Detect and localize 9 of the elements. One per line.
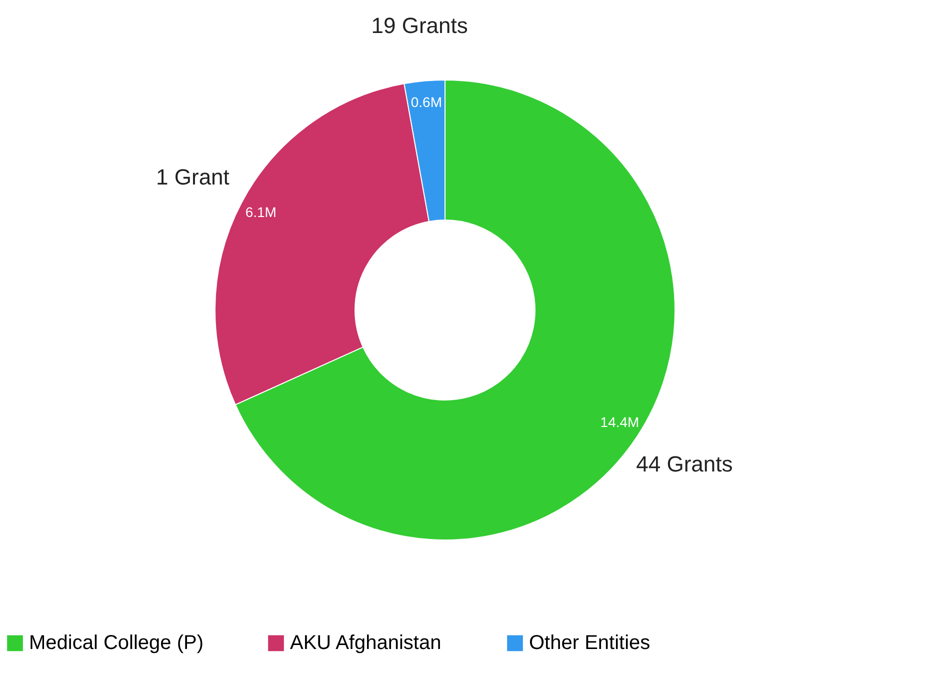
data-label: 14.4M [600,414,640,430]
data-label: 0.6M [410,94,442,110]
legend-label: Other Entities [529,632,650,654]
data-label: 6.1M [245,204,276,220]
text: 44 Grants [636,452,733,477]
text: 1 Grant [156,164,230,190]
legend-label: Medical College (P) [29,632,204,654]
legend-label: AKU Afghanistan [290,632,442,654]
text: 19 Grants [371,13,468,38]
